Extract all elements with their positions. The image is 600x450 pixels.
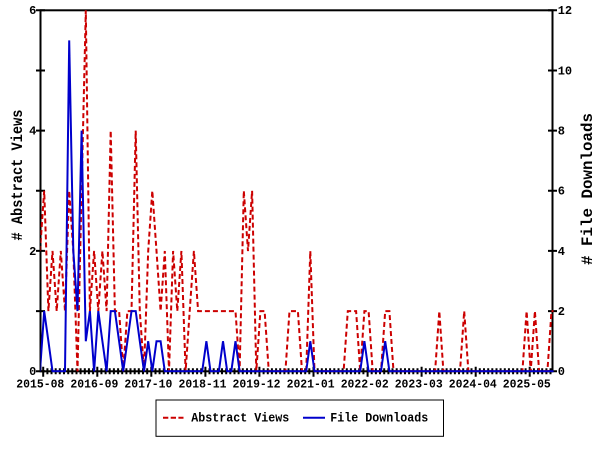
svg-text:2025-05: 2025-05 bbox=[503, 378, 551, 392]
svg-text:File Downloads: File Downloads bbox=[330, 412, 428, 426]
svg-text:8: 8 bbox=[558, 125, 565, 139]
svg-text:2022-02: 2022-02 bbox=[341, 378, 389, 392]
svg-text:# File Downloads: # File Downloads bbox=[579, 113, 597, 265]
svg-text:6: 6 bbox=[558, 185, 565, 199]
svg-text:6: 6 bbox=[29, 4, 36, 18]
svg-text:0: 0 bbox=[558, 365, 565, 379]
svg-text:12: 12 bbox=[558, 4, 572, 18]
svg-text:2015-08: 2015-08 bbox=[16, 378, 64, 392]
svg-text:2018-11: 2018-11 bbox=[179, 378, 227, 392]
svg-text:Abstract Views: Abstract Views bbox=[191, 412, 289, 426]
svg-text:2017-10: 2017-10 bbox=[124, 378, 172, 392]
svg-text:2: 2 bbox=[29, 245, 36, 259]
svg-text:2: 2 bbox=[558, 305, 565, 319]
svg-text:2019-12: 2019-12 bbox=[233, 378, 281, 392]
svg-text:4: 4 bbox=[29, 125, 36, 139]
svg-text:2021-01: 2021-01 bbox=[287, 378, 335, 392]
svg-text:2023-03: 2023-03 bbox=[395, 378, 443, 392]
svg-text:0: 0 bbox=[29, 365, 36, 379]
svg-text:10: 10 bbox=[558, 64, 572, 78]
svg-text:2024-04: 2024-04 bbox=[449, 378, 497, 392]
svg-text:4: 4 bbox=[558, 245, 565, 259]
svg-text:2016-09: 2016-09 bbox=[70, 378, 118, 392]
svg-text:# Abstract Views: # Abstract Views bbox=[9, 110, 27, 241]
